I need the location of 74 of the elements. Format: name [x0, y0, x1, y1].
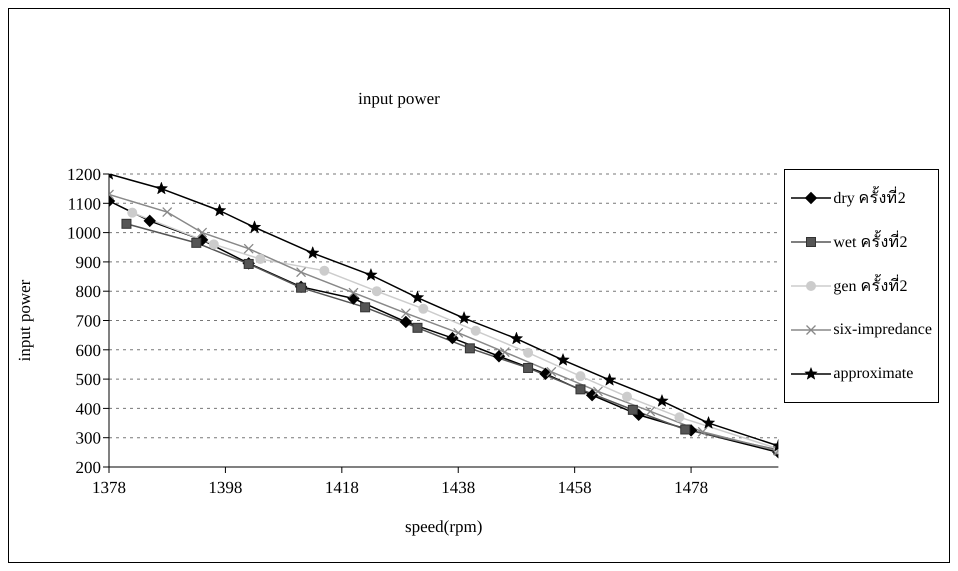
legend-label: six-impredance [833, 320, 932, 338]
point [372, 286, 382, 296]
x-tick-label: 1418 [324, 478, 359, 498]
point [453, 328, 464, 338]
point [208, 239, 219, 250]
point [586, 389, 598, 402]
point [446, 332, 458, 344]
x-tick-label: 1438 [441, 478, 476, 498]
point [306, 246, 320, 259]
point [418, 304, 428, 314]
point [510, 332, 523, 344]
y-tick-label: 900 [76, 252, 101, 272]
point [622, 392, 632, 402]
x-tick-label: 1398 [208, 478, 242, 498]
point [523, 362, 534, 373]
y-tick-label: 200 [76, 458, 101, 478]
point [248, 220, 261, 233]
point [296, 267, 306, 278]
point [144, 214, 156, 227]
point [412, 322, 422, 333]
point [698, 426, 708, 437]
legend-label: wet ครั้งที่2 [833, 229, 908, 253]
point [360, 302, 370, 312]
point [575, 371, 586, 382]
point [411, 290, 424, 304]
y-tick-label: 1000 [67, 224, 101, 243]
x-tick-label: 1478 [674, 478, 708, 498]
point [575, 384, 586, 394]
point [244, 244, 254, 254]
point [255, 254, 266, 264]
x-axis-title: speed(rpm) [404, 517, 482, 536]
y-tick-label: 500 [76, 370, 101, 390]
point [162, 206, 172, 218]
point [492, 350, 505, 362]
point [400, 308, 412, 318]
point [656, 394, 668, 407]
point [348, 288, 359, 298]
legend-label: approximate [833, 364, 914, 382]
chart-title: input power [357, 89, 441, 109]
y-tick-label: 800 [76, 282, 101, 302]
point [154, 182, 168, 194]
y-tick-label: 600 [76, 340, 101, 360]
point [628, 404, 638, 415]
point [191, 238, 202, 248]
point [603, 373, 616, 386]
point [121, 218, 132, 229]
y-tick-label: 400 [76, 399, 101, 418]
x-tick-label: 1378 [92, 478, 126, 498]
point [127, 208, 138, 218]
point [470, 326, 481, 336]
point [400, 316, 412, 328]
point [458, 311, 470, 324]
y-tick-label: 700 [76, 312, 101, 331]
y-tick-label: 1100 [68, 194, 101, 214]
legend-label: gen ครั้งที่2 [833, 273, 908, 297]
point [592, 386, 604, 397]
point [464, 343, 475, 354]
point [364, 268, 378, 281]
point [645, 406, 656, 416]
legend-label: dry ครั้งที่2 [833, 185, 906, 209]
point [213, 204, 226, 216]
point [674, 412, 684, 422]
x-tick-label: 1458 [558, 478, 592, 498]
point [556, 353, 570, 366]
y-tick-label: 300 [76, 428, 101, 448]
point [546, 366, 557, 377]
point [523, 348, 534, 358]
y-tick-label: 1200 [67, 165, 101, 184]
y-axis-title: input power [15, 279, 34, 362]
point [680, 424, 690, 434]
point [319, 266, 330, 276]
point [196, 227, 208, 238]
point [500, 346, 510, 358]
point [702, 416, 715, 429]
